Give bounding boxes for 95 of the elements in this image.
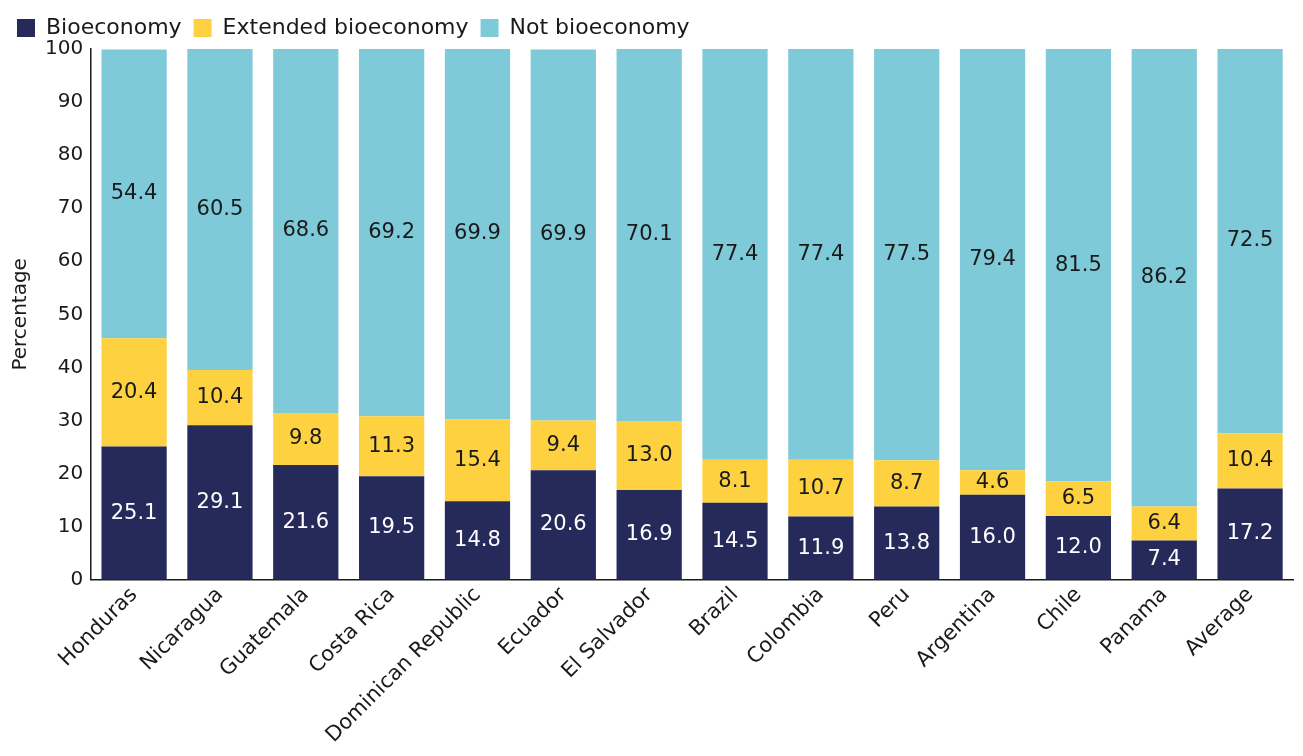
bar bbox=[359, 416, 425, 477]
bar bbox=[187, 49, 253, 371]
bar bbox=[1217, 488, 1283, 580]
data-label: 6.4 bbox=[1147, 509, 1181, 534]
data-label: 69.9 bbox=[539, 221, 587, 246]
bar bbox=[788, 459, 854, 517]
data-label: 10.4 bbox=[1226, 447, 1274, 472]
bar bbox=[530, 49, 596, 421]
data-label: 7.4 bbox=[1147, 546, 1181, 571]
bar bbox=[444, 419, 511, 502]
y-tick-label: 0 bbox=[70, 565, 84, 590]
data-label: 10.7 bbox=[797, 474, 845, 499]
bar bbox=[273, 465, 339, 580]
bar bbox=[444, 49, 511, 420]
data-label: 69.9 bbox=[454, 220, 501, 245]
data-label: 15.4 bbox=[454, 446, 501, 471]
data-label: 86.2 bbox=[1140, 264, 1188, 289]
data-label: 21.6 bbox=[282, 508, 330, 533]
data-label: 12.0 bbox=[1055, 534, 1102, 559]
y-tick-label: 20 bbox=[57, 459, 84, 484]
data-label: 16.9 bbox=[625, 521, 673, 546]
legend-label: Not bioeconomy bbox=[509, 13, 690, 39]
bar bbox=[616, 49, 682, 421]
bar bbox=[273, 413, 339, 466]
data-label: 13.8 bbox=[883, 529, 931, 554]
data-label: 10.4 bbox=[196, 384, 244, 409]
bar bbox=[187, 425, 253, 580]
bar bbox=[1131, 540, 1197, 580]
y-tick-label: 50 bbox=[57, 300, 84, 325]
data-label: 11.9 bbox=[797, 534, 845, 559]
y-tick-label: 40 bbox=[57, 353, 84, 378]
bar bbox=[874, 49, 940, 461]
y-tick-label: 30 bbox=[57, 406, 84, 431]
bar bbox=[359, 476, 425, 580]
bar bbox=[444, 501, 511, 580]
data-label: 77.4 bbox=[711, 240, 759, 265]
data-label: 77.4 bbox=[797, 240, 845, 265]
bar bbox=[874, 506, 940, 580]
data-label: 20.6 bbox=[539, 511, 587, 536]
y-axis-title: Percentage bbox=[7, 258, 32, 371]
bar bbox=[1217, 49, 1283, 434]
data-label: 8.7 bbox=[890, 469, 924, 494]
data-label: 8.1 bbox=[718, 467, 752, 492]
bar bbox=[1131, 49, 1197, 507]
bar bbox=[788, 49, 854, 460]
data-label: 14.8 bbox=[454, 526, 501, 551]
bar bbox=[101, 338, 167, 447]
data-label: 79.4 bbox=[969, 246, 1016, 271]
data-label: 70.1 bbox=[625, 221, 673, 246]
data-label: 69.2 bbox=[368, 219, 416, 244]
data-label: 17.2 bbox=[1226, 520, 1274, 545]
bar bbox=[530, 420, 596, 471]
y-tick-label: 70 bbox=[57, 194, 84, 219]
bar bbox=[273, 49, 339, 414]
y-tick-label: 80 bbox=[57, 141, 84, 166]
bar bbox=[874, 460, 940, 507]
data-label: 77.5 bbox=[883, 241, 931, 266]
data-label: 54.4 bbox=[110, 180, 158, 205]
bar bbox=[187, 370, 253, 426]
data-label: 60.5 bbox=[196, 195, 244, 220]
bar bbox=[1217, 433, 1283, 489]
data-label: 9.4 bbox=[546, 431, 581, 456]
bar bbox=[616, 421, 682, 490]
bar bbox=[1045, 515, 1112, 580]
bar bbox=[1131, 506, 1197, 541]
y-tick-label: 10 bbox=[57, 512, 84, 537]
data-label: 72.5 bbox=[1226, 227, 1274, 252]
bar bbox=[359, 49, 425, 417]
bar bbox=[788, 516, 854, 580]
data-label: 4.6 bbox=[975, 469, 1010, 494]
data-label: 9.8 bbox=[289, 425, 323, 450]
y-tick-label: 60 bbox=[57, 247, 84, 272]
data-label: 29.1 bbox=[196, 488, 244, 513]
bar bbox=[530, 470, 596, 580]
data-label: 81.5 bbox=[1055, 251, 1102, 276]
bar bbox=[959, 494, 1026, 580]
bar bbox=[959, 49, 1026, 471]
data-label: 6.5 bbox=[1061, 485, 1096, 510]
y-tick-label: 90 bbox=[57, 88, 84, 113]
data-label: 11.3 bbox=[368, 432, 416, 457]
data-label: 13.0 bbox=[625, 441, 673, 466]
bar bbox=[101, 49, 167, 339]
bar bbox=[616, 489, 682, 580]
bar bbox=[101, 446, 167, 580]
bar bbox=[1045, 49, 1112, 482]
data-label: 16.0 bbox=[969, 523, 1016, 548]
data-label: 19.5 bbox=[368, 514, 416, 539]
data-label: 68.6 bbox=[282, 217, 330, 242]
data-label: 20.4 bbox=[110, 378, 158, 403]
legend-label: Extended bioeconomy bbox=[222, 13, 469, 39]
data-label: 14.5 bbox=[711, 527, 759, 552]
bar bbox=[702, 459, 768, 503]
bar bbox=[702, 502, 768, 580]
data-label: 25.1 bbox=[110, 499, 158, 524]
bar bbox=[702, 49, 768, 460]
